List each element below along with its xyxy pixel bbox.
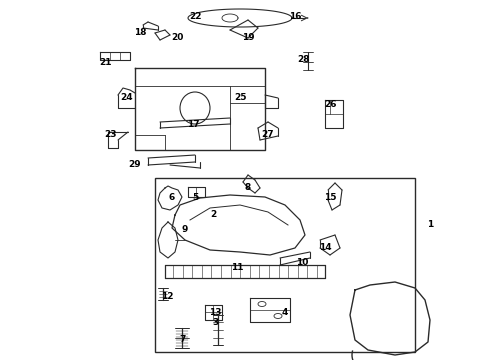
Text: 6: 6: [169, 193, 175, 202]
Text: 1: 1: [427, 220, 433, 229]
Bar: [155, 178, 415, 352]
Text: 11: 11: [231, 263, 243, 272]
Text: 4: 4: [282, 308, 288, 317]
Text: 13: 13: [209, 308, 221, 317]
Text: 18: 18: [134, 28, 146, 37]
Text: 28: 28: [297, 55, 309, 64]
Text: 10: 10: [296, 258, 308, 267]
Text: 16: 16: [289, 12, 301, 21]
Text: 12: 12: [161, 292, 173, 301]
Text: 15: 15: [324, 193, 336, 202]
Text: 9: 9: [182, 225, 188, 234]
Text: 22: 22: [189, 12, 201, 21]
Text: 21: 21: [99, 58, 111, 67]
Text: 2: 2: [210, 210, 216, 219]
Text: 25: 25: [234, 93, 246, 102]
Text: 29: 29: [129, 160, 141, 169]
Text: 19: 19: [242, 33, 254, 42]
Text: 23: 23: [104, 130, 116, 139]
Text: 17: 17: [187, 120, 199, 129]
Text: 14: 14: [318, 243, 331, 252]
Text: 7: 7: [180, 335, 186, 344]
Text: 24: 24: [121, 93, 133, 102]
Text: 3: 3: [212, 318, 218, 327]
Text: 26: 26: [324, 100, 336, 109]
Text: 27: 27: [262, 130, 274, 139]
Text: 8: 8: [245, 183, 251, 192]
Text: 5: 5: [192, 193, 198, 202]
Text: 20: 20: [171, 33, 183, 42]
